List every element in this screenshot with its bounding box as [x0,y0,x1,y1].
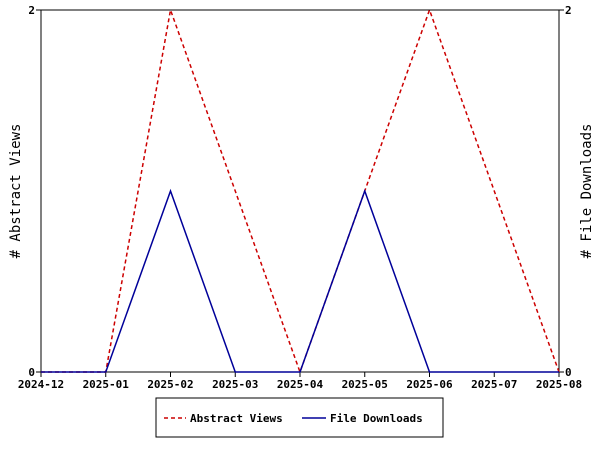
y-left-tick-label: 0 [28,366,35,379]
x-tick-label: 2025-04 [277,378,324,391]
plot-area-frame [40,9,560,373]
x-axis: 2024-12 2025-01 2025-02 2025-03 2025-04 2025-… [18,372,582,391]
series-line-abstract-views [41,7,560,375]
y-axes: 0 2 0 2 [28,4,571,379]
x-tick-label: 2025-07 [471,378,517,391]
x-tick-label: 2025-05 [342,378,388,391]
y-right-tick-label: 2 [565,4,572,17]
x-tick-label: 2025-06 [406,378,453,391]
x-tick-label: 2025-02 [147,378,193,391]
y-axis-left-title: # Abstract Views [8,124,24,259]
x-tick-label: 2025-01 [83,378,130,391]
x-tick-label: 2024-12 [18,378,64,391]
x-tick-label: 2025-03 [212,378,258,391]
x-tick-label: 2025-08 [536,378,582,391]
series-layer [41,7,560,375]
y-right-tick-label: 0 [565,366,572,379]
legend-label-abstract-views: Abstract Views [190,412,283,425]
legend-box [155,397,444,438]
y-axis-right-title: # File Downloads [579,124,595,259]
series-line-file-downloads [41,188,559,373]
legend: Abstract Views File Downloads [155,397,444,438]
legend-label-file-downloads: File Downloads [330,412,423,425]
y-left-tick-label: 2 [28,4,35,17]
